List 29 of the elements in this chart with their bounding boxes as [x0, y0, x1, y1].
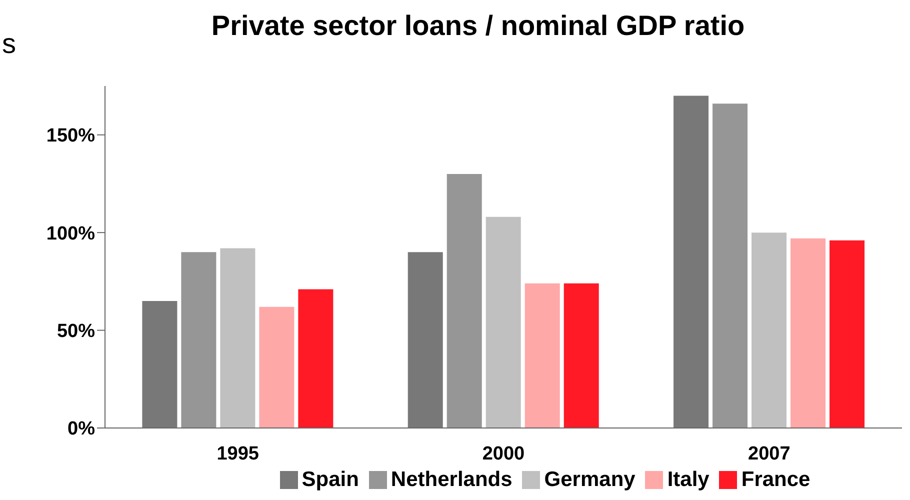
x-tick-label: 1995	[216, 443, 260, 464]
bar	[712, 104, 748, 428]
legend-label: Netherlands	[390, 468, 512, 492]
bar	[564, 283, 599, 428]
y-tick-label: 150%	[46, 126, 96, 147]
legend-label: Germany	[544, 468, 636, 492]
bar	[408, 252, 443, 428]
bar	[259, 306, 294, 428]
bar	[142, 300, 178, 428]
bar	[181, 252, 216, 428]
bar	[674, 96, 709, 428]
legend-label: Spain	[302, 468, 359, 492]
bar	[830, 240, 865, 428]
bar	[220, 248, 256, 428]
y-tick-label: 50%	[56, 321, 96, 342]
y-tick-label: 100%	[46, 223, 96, 244]
legend-label: Italy	[667, 468, 710, 492]
text: s	[2, 28, 16, 60]
legend-label: France	[741, 468, 810, 492]
x-tick-label: 2007	[748, 443, 790, 464]
bar	[752, 232, 787, 428]
bar	[524, 283, 560, 428]
chart-title: Private sector loans / nominal GDP ratio	[210, 10, 746, 42]
bar	[446, 174, 482, 428]
x-tick-label: 2000	[482, 443, 525, 464]
bar	[298, 289, 334, 428]
bar	[790, 238, 826, 428]
y-tick-label: 0%	[68, 418, 96, 440]
bar	[486, 216, 521, 428]
